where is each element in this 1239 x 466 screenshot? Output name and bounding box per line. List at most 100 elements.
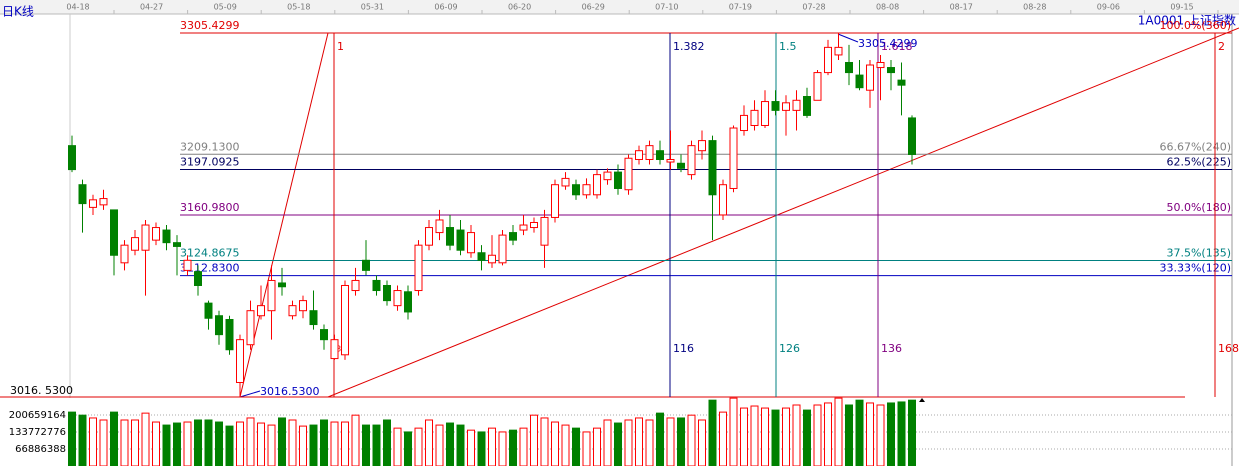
date-label: 09-15 — [1170, 3, 1193, 12]
candle-body — [824, 46, 832, 74]
y-tick-label: 66886388 — [15, 444, 66, 455]
volume-bar — [813, 404, 822, 466]
candle-body — [414, 244, 423, 292]
candle-body — [834, 46, 843, 56]
candle-body — [498, 234, 507, 264]
candle-body — [876, 61, 885, 69]
candle-body — [782, 102, 790, 111]
candle-body — [257, 305, 265, 317]
candle-body — [614, 171, 622, 189]
volume-bar — [309, 424, 318, 466]
volume-bar — [351, 414, 360, 466]
volume-bar — [561, 424, 570, 466]
volume-bar — [89, 417, 97, 466]
volume-bar — [719, 411, 727, 466]
volume-bar — [834, 397, 843, 466]
volume-bar — [194, 419, 202, 466]
candle-body — [267, 279, 276, 312]
level-label: 3197.0925 — [180, 155, 240, 168]
volume-bar — [131, 419, 139, 466]
candle-body — [477, 252, 486, 261]
volume-bar — [771, 409, 780, 466]
candle-body — [204, 302, 213, 319]
candle-body — [393, 290, 402, 307]
date-label: 05-09 — [214, 3, 237, 12]
volume-bar — [414, 427, 423, 466]
candle-body — [383, 284, 391, 302]
volume-bar — [68, 411, 76, 466]
trend-line — [327, 27, 1239, 398]
level-label: 3209.1300 — [180, 140, 240, 153]
volume-bar — [582, 431, 591, 466]
candle-body — [330, 339, 339, 360]
date-label: 06-20 — [508, 3, 531, 12]
cycle-count: 126 — [779, 342, 800, 355]
candle-body — [572, 184, 580, 196]
level-pct: 50.0%(180) — [1166, 201, 1231, 214]
candle-body — [372, 279, 381, 292]
candle-body — [141, 224, 150, 251]
candle-body — [687, 145, 696, 176]
volume-bar — [99, 419, 108, 466]
volume-bar — [446, 422, 454, 466]
volume-bar — [488, 427, 496, 466]
candle-body — [750, 109, 759, 126]
candle-body — [582, 184, 591, 196]
volume-bar — [383, 419, 391, 466]
volume-bar — [162, 424, 171, 466]
level-label: 3016. 5300 — [10, 384, 73, 397]
volume-bar — [393, 427, 402, 466]
date-label: 05-31 — [361, 3, 384, 12]
volume-bar — [666, 417, 675, 466]
candle-body — [425, 227, 433, 246]
candle-body — [645, 145, 654, 161]
candle-body — [162, 229, 171, 244]
candle-body — [656, 150, 664, 161]
cycle-ratio: 1.5 — [779, 40, 797, 53]
volume-bar — [341, 421, 349, 466]
volume-bar — [635, 417, 643, 466]
marker — [919, 398, 925, 402]
volume-bar — [372, 424, 381, 466]
volume-bar — [152, 421, 160, 466]
candle-body — [225, 319, 234, 351]
cycle-count: 136 — [881, 342, 902, 355]
candle-body — [404, 291, 412, 313]
cycle-count: 116 — [673, 342, 694, 355]
candle-body — [540, 216, 549, 246]
volume-bar — [824, 402, 832, 466]
pointer — [837, 33, 859, 43]
volume-bar — [729, 397, 738, 466]
candle-body — [120, 244, 129, 264]
candle-body — [131, 237, 139, 251]
candle-body — [561, 177, 570, 187]
candle-body — [467, 232, 475, 254]
candle-body — [698, 140, 706, 152]
volume-bar — [750, 405, 759, 466]
volume-bar — [740, 407, 748, 466]
candle-body — [435, 219, 444, 234]
candle-body — [855, 74, 864, 89]
volume-bar — [708, 399, 717, 466]
volume-bar — [267, 424, 276, 466]
candle-body — [624, 157, 633, 191]
candle-body — [299, 300, 307, 312]
candle-body — [666, 159, 675, 163]
date-label: 07-10 — [655, 3, 678, 12]
level-pct: 37.5%(135) — [1166, 246, 1231, 259]
volume-bar — [435, 424, 444, 466]
candle-body — [488, 254, 496, 264]
candle-body — [320, 329, 328, 341]
level-pct: 62.5%(225) — [1166, 155, 1231, 168]
level-pct: 33.33%(120) — [1159, 262, 1231, 275]
volume-bar — [897, 401, 906, 466]
volume-bar — [698, 419, 706, 466]
level-label: 3305.4299 — [180, 19, 240, 32]
annotation: 3305.4299 — [858, 37, 918, 50]
volume-bar — [866, 402, 874, 466]
date-label: 07-28 — [802, 3, 825, 12]
volume-bar — [803, 409, 811, 466]
candle-body — [173, 242, 181, 247]
candle-body — [341, 284, 349, 356]
volume-bar — [792, 404, 801, 466]
